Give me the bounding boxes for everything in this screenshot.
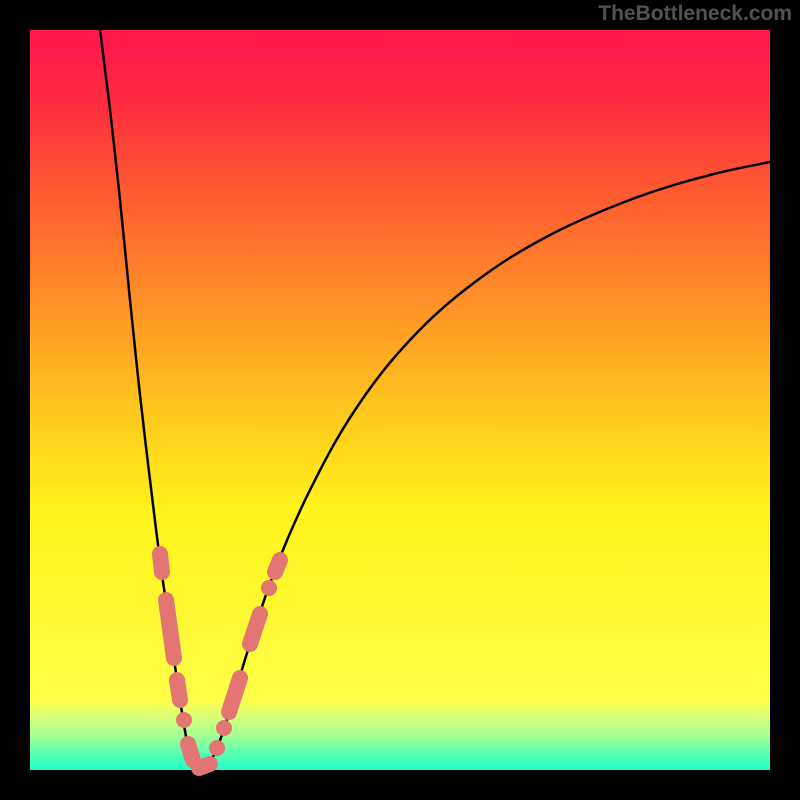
data-pill [160, 554, 162, 572]
data-pill [166, 600, 174, 658]
data-dot [261, 580, 277, 596]
data-pill [275, 560, 280, 572]
data-dot [216, 720, 232, 736]
watermark-text: TheBottleneck.com [598, 2, 792, 26]
data-pill [199, 764, 210, 768]
data-pill [177, 680, 180, 700]
data-pill [188, 744, 193, 760]
data-dot [209, 740, 225, 756]
data-dot [176, 712, 192, 728]
data-pill [250, 614, 260, 644]
bottleneck-chart [0, 0, 800, 800]
chart-container: { "watermark": { "text": "TheBottleneck.… [0, 0, 800, 800]
data-pill [229, 678, 240, 712]
